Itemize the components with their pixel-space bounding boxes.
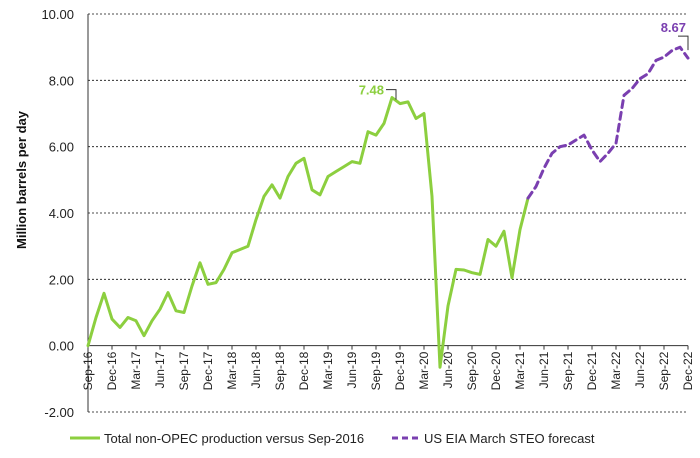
x-tick-label: Sep-16 xyxy=(81,351,95,390)
y-tick-label: -2.00 xyxy=(44,405,74,420)
y-tick-label: 2.00 xyxy=(49,272,74,287)
y-tick-label: 10.00 xyxy=(41,7,74,22)
annotations: 7.48 8.67 xyxy=(359,20,689,100)
x-tick-label: Dec-20 xyxy=(489,351,503,390)
x-tick-label: Sep-17 xyxy=(177,351,191,390)
series-line-forecast xyxy=(526,45,690,200)
x-tick-label: Jun-18 xyxy=(249,351,263,388)
y-axis-label: Million barrels per day xyxy=(14,110,29,249)
x-tick-label: Dec-22 xyxy=(681,351,695,390)
x-tick-label: Jun-19 xyxy=(345,351,359,388)
legend: Total non-OPEC production versus Sep-201… xyxy=(70,431,595,446)
x-tick-label: Mar-22 xyxy=(609,351,623,389)
series-line-actual xyxy=(86,96,530,369)
legend-label-forecast: US EIA March STEO forecast xyxy=(424,431,595,446)
x-tick-label: Sep-19 xyxy=(369,351,383,390)
x-tick-label: Mar-17 xyxy=(129,351,143,389)
x-tick-label: Mar-19 xyxy=(321,351,335,389)
x-tick-label: Jun-22 xyxy=(633,351,647,388)
x-tick-label: Sep-21 xyxy=(561,351,575,390)
annotation-leader xyxy=(678,35,689,51)
annotation-peak: 7.48 xyxy=(359,83,384,98)
x-tick-label: Sep-18 xyxy=(273,351,287,390)
y-tick-label: 0.00 xyxy=(49,339,74,354)
annotation-forecast-end: 8.67 xyxy=(661,20,686,35)
x-tick-label: Mar-18 xyxy=(225,351,239,389)
series-lines xyxy=(86,45,690,369)
y-tick-label: 6.00 xyxy=(49,140,74,155)
y-tick-label: 4.00 xyxy=(49,206,74,221)
x-tick-label: Jun-21 xyxy=(537,351,551,388)
legend-label-actual: Total non-OPEC production versus Sep-201… xyxy=(104,431,364,446)
x-tick-label: Sep-22 xyxy=(657,351,671,390)
x-tick-label: Jun-20 xyxy=(441,351,455,388)
annotation-leader xyxy=(386,89,397,100)
x-tick-label: Sep-20 xyxy=(465,351,479,390)
x-tick-label: Dec-21 xyxy=(585,351,599,390)
x-tick-label: Dec-19 xyxy=(393,351,407,390)
x-tick-label: Jun-17 xyxy=(153,351,167,388)
x-tick-label: Dec-16 xyxy=(105,351,119,390)
x-tick-label: Dec-18 xyxy=(297,351,311,390)
y-tick-labels: -2.00 0.00 2.00 4.00 6.00 8.00 10.00 xyxy=(41,7,74,420)
x-tick-label: Mar-20 xyxy=(417,351,431,389)
y-tick-label: 8.00 xyxy=(49,73,74,88)
gridlines xyxy=(88,13,688,413)
x-tick-label: Dec-17 xyxy=(201,351,215,390)
x-tick-label: Mar-21 xyxy=(513,351,527,389)
x-tick-labels: Sep-16 Dec-16 Mar-17 Jun-17 Sep-17 Dec-17 Mar-… xyxy=(81,351,695,390)
